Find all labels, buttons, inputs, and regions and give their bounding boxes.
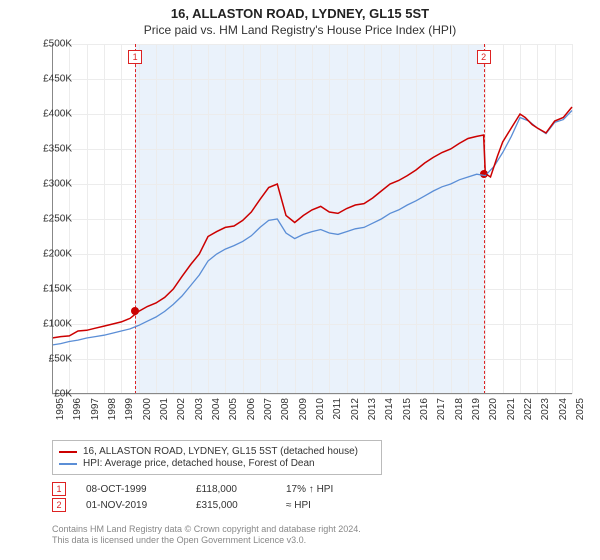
x-axis-label: 2016 bbox=[419, 398, 430, 420]
x-axis-label: 2011 bbox=[332, 398, 343, 420]
y-axis-label: £300K bbox=[28, 179, 72, 190]
series-s1 bbox=[52, 107, 572, 338]
y-axis-label: £150K bbox=[28, 284, 72, 295]
x-axis-label: 2017 bbox=[436, 398, 447, 420]
sale-date: 01-NOV-2019 bbox=[86, 500, 176, 511]
x-axis-label: 2010 bbox=[315, 398, 326, 420]
x-axis-label: 2005 bbox=[228, 398, 239, 420]
legend-swatch bbox=[59, 463, 77, 465]
x-axis-label: 2001 bbox=[159, 398, 170, 420]
footer-line: Contains HM Land Registry data © Crown c… bbox=[52, 524, 361, 535]
x-axis-label: 1996 bbox=[72, 398, 83, 420]
y-axis-label: £450K bbox=[28, 74, 72, 85]
x-axis-label: 2021 bbox=[506, 398, 517, 420]
y-axis-label: £100K bbox=[28, 319, 72, 330]
x-axis-label: 2023 bbox=[540, 398, 551, 420]
x-axis-label: 2004 bbox=[211, 398, 222, 420]
chart-titles: 16, ALLASTON ROAD, LYDNEY, GL15 5ST Pric… bbox=[0, 0, 600, 37]
x-axis-label: 1998 bbox=[107, 398, 118, 420]
x-axis-label: 1995 bbox=[55, 398, 66, 420]
gridline bbox=[52, 394, 572, 395]
legend-item: HPI: Average price, detached house, Fore… bbox=[59, 458, 375, 469]
legend-item: 16, ALLASTON ROAD, LYDNEY, GL15 5ST (det… bbox=[59, 446, 375, 457]
sale-price: £315,000 bbox=[196, 500, 266, 511]
legend-label: 16, ALLASTON ROAD, LYDNEY, GL15 5ST (det… bbox=[83, 446, 358, 457]
x-axis-label: 2013 bbox=[367, 398, 378, 420]
y-axis-label: £200K bbox=[28, 249, 72, 260]
x-axis-label: 2025 bbox=[575, 398, 586, 420]
title-address: 16, ALLASTON ROAD, LYDNEY, GL15 5ST bbox=[0, 6, 600, 21]
sale-date: 08-OCT-1999 bbox=[86, 484, 176, 495]
x-axis-label: 2012 bbox=[350, 398, 361, 420]
y-axis-label: £500K bbox=[28, 39, 72, 50]
sales-table: 1 08-OCT-1999 £118,000 17% ↑ HPI 2 01-NO… bbox=[52, 480, 366, 514]
sale-marker-box: 1 bbox=[52, 482, 66, 496]
sale-marker-box: 2 bbox=[52, 498, 66, 512]
sale-vs-hpi: 17% ↑ HPI bbox=[286, 484, 366, 495]
x-axis-label: 1997 bbox=[90, 398, 101, 420]
x-axis-label: 2006 bbox=[246, 398, 257, 420]
x-axis-label: 2000 bbox=[142, 398, 153, 420]
legend: 16, ALLASTON ROAD, LYDNEY, GL15 5ST (det… bbox=[52, 440, 382, 475]
x-axis-label: 2022 bbox=[523, 398, 534, 420]
footer-line: This data is licensed under the Open Gov… bbox=[52, 535, 361, 546]
gridline bbox=[572, 44, 573, 394]
x-axis-label: 2003 bbox=[194, 398, 205, 420]
sale-vs-hpi: ≈ HPI bbox=[286, 500, 366, 511]
table-row: 2 01-NOV-2019 £315,000 ≈ HPI bbox=[52, 498, 366, 512]
x-axis-label: 2002 bbox=[176, 398, 187, 420]
x-axis-label: 2018 bbox=[454, 398, 465, 420]
x-axis-label: 1999 bbox=[124, 398, 135, 420]
x-axis-label: 2007 bbox=[263, 398, 274, 420]
y-axis-label: £350K bbox=[28, 144, 72, 155]
sale-price: £118,000 bbox=[196, 484, 266, 495]
series-s2 bbox=[52, 111, 572, 346]
y-axis-label: £250K bbox=[28, 214, 72, 225]
legend-swatch bbox=[59, 451, 77, 453]
x-axis-label: 2024 bbox=[558, 398, 569, 420]
y-axis-label: £50K bbox=[28, 354, 72, 365]
table-row: 1 08-OCT-1999 £118,000 17% ↑ HPI bbox=[52, 482, 366, 496]
x-axis-label: 2014 bbox=[384, 398, 395, 420]
x-axis-label: 2019 bbox=[471, 398, 482, 420]
x-axis-label: 2009 bbox=[298, 398, 309, 420]
title-subtitle: Price paid vs. HM Land Registry's House … bbox=[0, 23, 600, 37]
x-axis-label: 2008 bbox=[280, 398, 291, 420]
x-axis-label: 2015 bbox=[402, 398, 413, 420]
y-axis-label: £400K bbox=[28, 109, 72, 120]
footer-attribution: Contains HM Land Registry data © Crown c… bbox=[52, 524, 361, 547]
chart-container: 16, ALLASTON ROAD, LYDNEY, GL15 5ST Pric… bbox=[0, 0, 600, 560]
plot-area: 12 bbox=[52, 44, 572, 394]
legend-label: HPI: Average price, detached house, Fore… bbox=[83, 458, 315, 469]
line-series-svg bbox=[52, 44, 572, 394]
x-axis-label: 2020 bbox=[488, 398, 499, 420]
